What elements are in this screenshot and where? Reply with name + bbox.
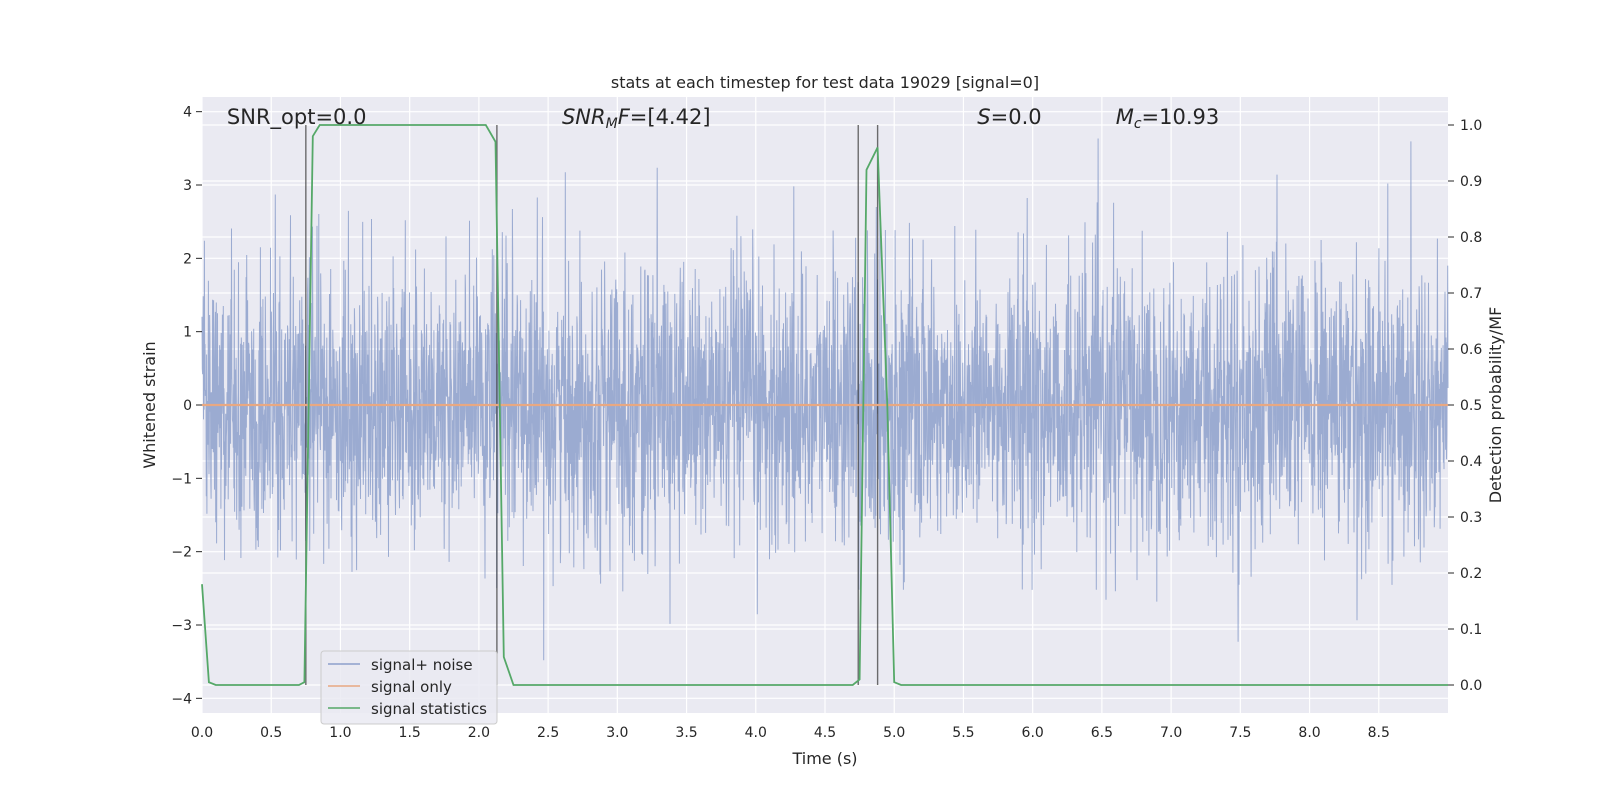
x-tick-label: 5.0 [883,725,905,741]
y-tick-label-left: −3 [171,618,192,634]
series-signal-noise [201,138,1449,661]
y-tick-label-right: 0.3 [1460,510,1482,526]
x-tick-label: 4.5 [814,725,836,741]
x-tick-label: 3.5 [675,725,697,741]
y-tick-label-right: 0.4 [1460,454,1482,470]
y-tick-label-right: 0.8 [1460,230,1482,246]
y-axis-left-label: Whitened strain [140,341,159,468]
annotations: SNR_opt=0.0 SNRMF=[4.42] S=0.0 Mc=10.93 [227,105,1219,132]
y-axis-right-label: Detection probability/MF [1486,307,1505,504]
y-tick-label-left: 1 [183,325,192,341]
x-tick-label: 3.0 [606,725,628,741]
x-tick-label: 2.5 [537,725,559,741]
legend-label-statistics: signal statistics [371,700,487,718]
x-tick-label: 7.5 [1229,725,1251,741]
x-tick-label: 6.5 [1091,725,1113,741]
x-tick-label: 2.0 [468,725,490,741]
y-tick-label-left: 2 [183,251,192,267]
x-tick-label: 4.0 [745,725,767,741]
x-axis-label: Time (s) [791,749,857,768]
legend-box [320,650,498,725]
y-tick-label-right: 0.5 [1460,398,1482,414]
series-signal-statistics [201,124,1448,686]
x-tick-label: 6.0 [1022,725,1044,741]
x-tick-label: 8.5 [1368,725,1390,741]
y-tick-label-right: 0.1 [1460,622,1482,638]
y-tick-label-right: 0.2 [1460,566,1482,582]
y-axis-right-ticks: 1.0 0.9 0.8 0.7 0.6 0.5 0.4 0.3 0.2 0.1 0.0 [1448,118,1482,694]
x-axis-ticks: 0.0 0.5 1.0 1.5 2.0 2.5 3.0 3.5 4.0 4.5 5.0 5.5 6.0 6… [191,725,1390,741]
y-tick-label-right: 0.0 [1460,678,1482,694]
x-tick-label: 8.0 [1298,725,1320,741]
y-tick-label-left: −1 [171,471,192,487]
y-tick-label-left: −2 [171,545,192,561]
legend-label-noise: signal+ noise [371,656,473,674]
x-tick-label: 7.0 [1160,725,1182,741]
x-tick-label: 0.5 [260,725,282,741]
legend: signal+ noise signal only signal statist… [320,650,498,725]
x-tick-label: 1.5 [399,725,421,741]
y-tick-label-left: 0 [183,398,192,414]
line-series [201,124,1448,686]
y-tick-label-right: 0.7 [1460,286,1482,302]
annotation-text: S=0.0 [977,105,1041,129]
y-tick-label-left: 3 [183,178,192,194]
y-tick-label-right: 0.9 [1460,174,1482,190]
y-tick-label-left: 4 [183,105,192,121]
annotation-text: SNR_opt=0.0 [227,105,367,130]
y-tick-label-right: 0.6 [1460,342,1482,358]
annotation-text: Mc=10.93 [1116,105,1220,132]
x-tick-label: 5.5 [952,725,974,741]
legend-label-signal: signal only [371,678,452,696]
x-tick-label: 1.0 [329,725,351,741]
annotation-text: SNRMF=[4.42] [562,105,711,132]
y-tick-label-right: 1.0 [1460,118,1482,134]
x-tick-label: 0.0 [191,725,213,741]
y-tick-label-left: −4 [171,691,192,707]
y-axis-left-ticks: 4 3 2 1 0 −1 −2 −3 −4 [171,105,202,707]
noise-series [201,138,1449,661]
chart-title: stats at each timestep for test data 190… [611,73,1039,92]
